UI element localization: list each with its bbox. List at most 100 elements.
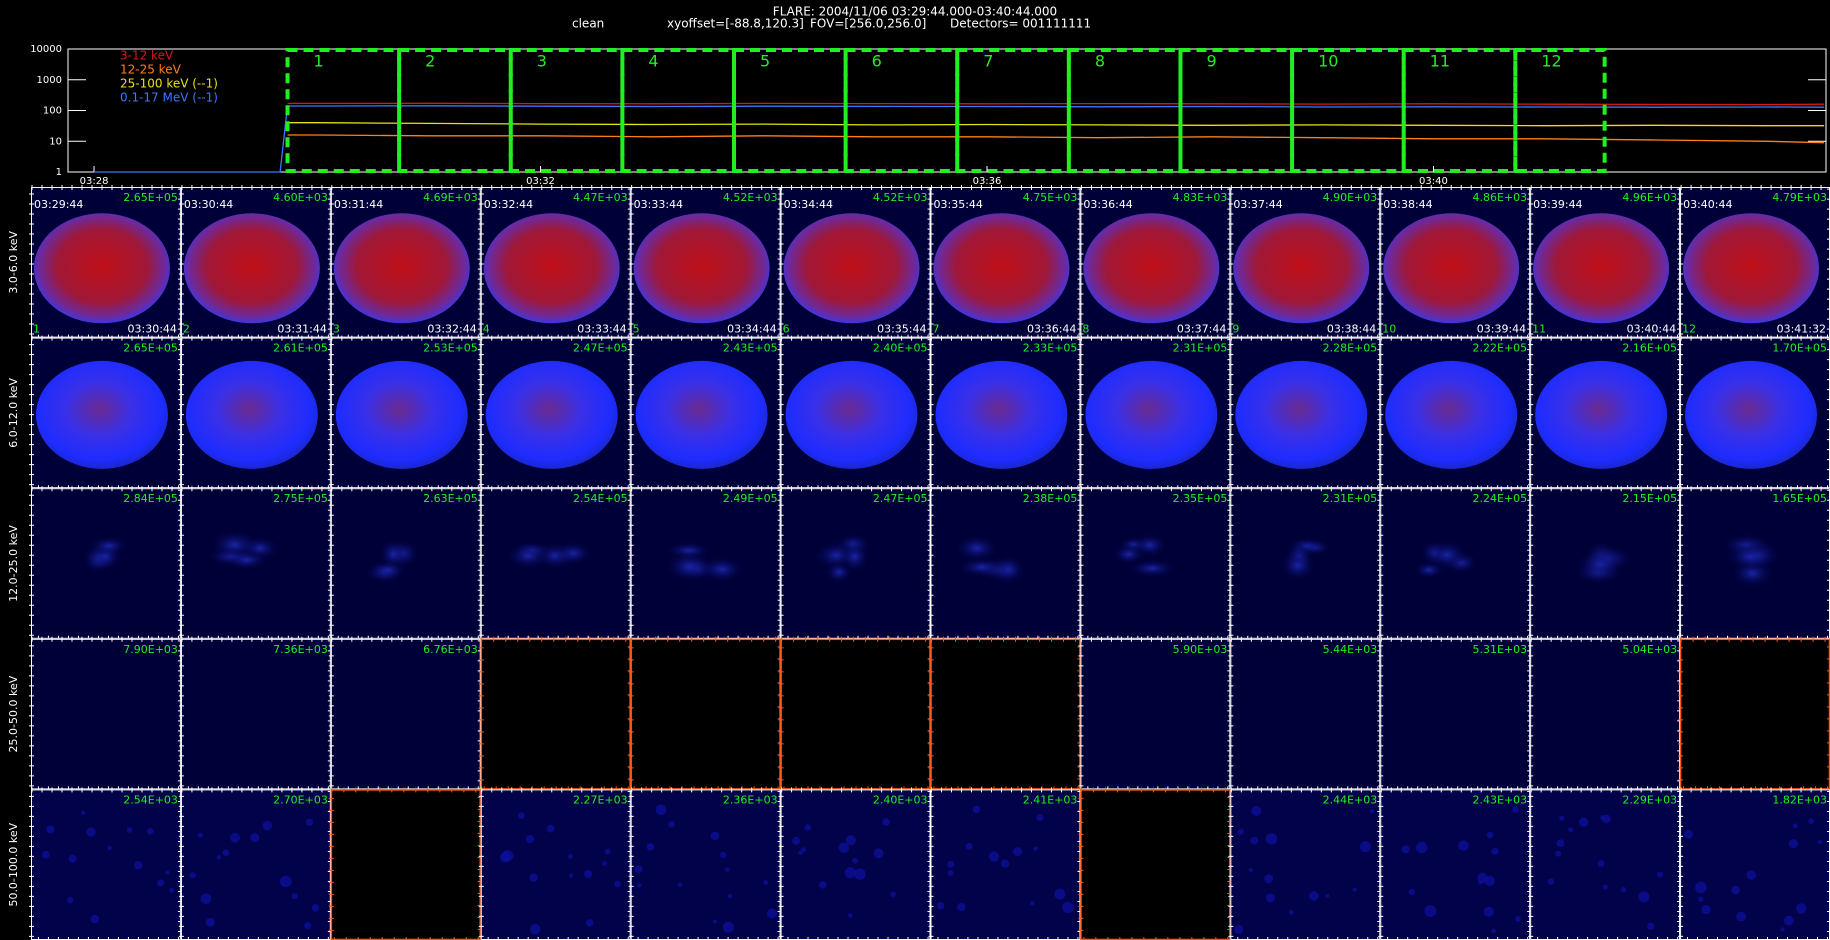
interval-box [1066, 48, 1183, 173]
noise-speckle [947, 860, 955, 868]
cell [1530, 638, 1681, 790]
interval-box [285, 48, 402, 173]
empty-cell [1080, 789, 1231, 940]
band-label: 25.0-50.0 keV [7, 675, 20, 752]
start-time: 03:37:44 [1233, 198, 1282, 211]
noise-speckle [197, 832, 203, 838]
interval-label: 8 [1095, 52, 1105, 71]
noise-speckle [882, 818, 890, 826]
cell-border [1530, 337, 1681, 489]
interval-box [955, 48, 1071, 173]
end-time: 03:38:44 [1327, 323, 1376, 336]
y-tick-label: 1 [56, 167, 62, 178]
noise-speckle [1638, 891, 1650, 903]
cell-border [630, 337, 781, 489]
noise-speckle [250, 833, 260, 843]
max-value: 2.61E+05 [273, 342, 328, 355]
noise-speckle [972, 805, 981, 814]
cell-border [1230, 488, 1381, 639]
noise-speckle [189, 872, 196, 879]
cell-border [1230, 187, 1381, 338]
cell [1530, 789, 1681, 940]
cell-border [1530, 488, 1681, 639]
max-value: 2.40E+03 [873, 793, 928, 806]
cell [1380, 789, 1531, 940]
noise-speckle [1792, 823, 1798, 829]
noise-speckle [1578, 817, 1589, 827]
source-image [635, 360, 768, 469]
max-value: 2.49E+05 [723, 492, 778, 505]
cell-border [630, 187, 781, 338]
interval-box [843, 48, 960, 173]
noise-speckle [1054, 888, 1066, 900]
interval-label: 3 [537, 52, 547, 71]
cell-border [180, 337, 331, 489]
end-time: 03:41:32 [1777, 323, 1826, 336]
source-image [483, 213, 620, 324]
noise-speckle [1289, 910, 1294, 915]
noise-speckle [1783, 915, 1794, 926]
noise-speckle [1731, 885, 1740, 895]
noise-speckle [646, 843, 655, 851]
interval-index: 2 [183, 323, 190, 336]
source-image [1111, 543, 1146, 565]
noise-speckle [1491, 847, 1499, 855]
noise-speckle [602, 861, 607, 866]
noise-speckle [636, 882, 642, 888]
noise-speckle [205, 917, 215, 927]
y-tick-label: 1000 [37, 75, 62, 86]
empty-cell-ticks [1678, 636, 1830, 792]
cell-border [1080, 337, 1231, 489]
noise-speckle [304, 922, 312, 930]
noise-speckle [280, 875, 292, 888]
noise-speckle [291, 893, 298, 900]
noise-speckle [965, 842, 973, 850]
noise-speckle [1415, 841, 1428, 854]
x-tick-label: 03:40 [1419, 176, 1448, 187]
cell [1080, 638, 1231, 790]
cell [180, 789, 331, 940]
interval-box [731, 48, 848, 173]
cell-border [31, 187, 181, 338]
noise-speckle [568, 873, 574, 878]
source-image [1128, 559, 1177, 578]
cell-border [1380, 187, 1531, 338]
cell-border [1230, 638, 1381, 790]
cell-border [1080, 638, 1231, 790]
noise-speckle [710, 831, 720, 841]
source-image [185, 360, 318, 469]
cell-border [31, 638, 181, 790]
interval-label: 1 [314, 52, 324, 71]
max-value: 4.96E+03 [1622, 191, 1677, 204]
interval-box [1513, 48, 1607, 173]
interval-box [1178, 48, 1295, 173]
noise-speckle [1698, 896, 1704, 902]
noise-speckle [90, 914, 100, 924]
interval-box [1401, 48, 1518, 173]
max-value: 2.27E+03 [573, 793, 628, 806]
end-time: 03:32:44 [427, 323, 476, 336]
noise-speckle [1555, 850, 1562, 857]
interval-label: 12 [1541, 52, 1561, 71]
header-item: FOV=[256.0,256.0] [810, 17, 926, 31]
max-value: 5.90E+03 [1173, 643, 1228, 656]
noise-speckle [1547, 878, 1555, 885]
noise-speckle [1808, 818, 1815, 825]
max-value: 4.90E+03 [1323, 191, 1378, 204]
max-value: 2.47E+05 [873, 492, 928, 505]
noise-speckle [517, 812, 525, 820]
max-value: 7.36E+03 [273, 643, 328, 656]
start-time: 03:32:44 [484, 198, 533, 211]
empty-cell [780, 638, 931, 790]
noise-speckle [156, 879, 165, 887]
noise-speckle [1746, 870, 1756, 880]
series-line [287, 134, 1825, 144]
noise-speckle [847, 913, 853, 918]
max-value: 1.82E+03 [1772, 793, 1827, 806]
max-value: 2.70E+03 [273, 793, 328, 806]
noise-speckle [1237, 828, 1244, 835]
cell-border [31, 337, 181, 489]
noise-speckle [1817, 839, 1823, 845]
x-tick-label: 03:36 [973, 176, 1002, 187]
lightcurve: 1 10 100 1000 10000 03:28 03:32 03:36 03:40 3-12 … [30, 44, 1826, 187]
